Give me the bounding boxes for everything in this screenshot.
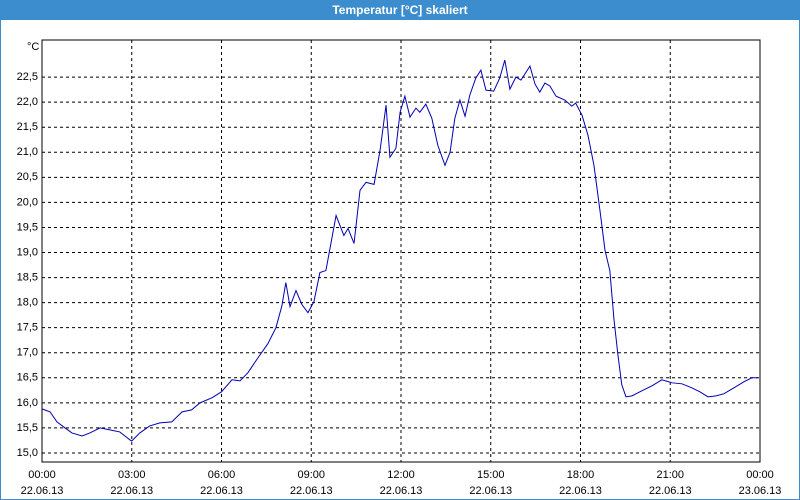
x-tick-label: 00:00 xyxy=(28,469,56,481)
y-tick-label: 16,5 xyxy=(17,372,38,384)
x-tick-date: 22.06.13 xyxy=(290,485,333,497)
y-unit: °C xyxy=(27,41,39,53)
x-tick-label: 15:00 xyxy=(477,469,505,481)
x-tick-date: 22.06.13 xyxy=(469,485,512,497)
y-tick-label: 19,0 xyxy=(17,246,38,258)
y-tick-label: 20,5 xyxy=(17,171,38,183)
x-tick-label: 00:00 xyxy=(746,469,774,481)
y-tick-label: 18,0 xyxy=(17,297,38,309)
x-tick-date: 22.06.13 xyxy=(21,485,64,497)
y-tick-label: 17,0 xyxy=(17,347,38,359)
x-tick-label: 18:00 xyxy=(567,469,595,481)
y-tick-label: 22,5 xyxy=(17,71,38,83)
x-tick-label: 21:00 xyxy=(656,469,684,481)
temperature-line xyxy=(41,59,758,442)
x-tick-date: 23.06.13 xyxy=(739,485,782,497)
x-tick-date: 22.06.13 xyxy=(110,485,153,497)
y-tick-label: 17,5 xyxy=(17,322,38,334)
x-tick-date: 22.06.13 xyxy=(200,485,243,497)
y-tick-label: 22,0 xyxy=(17,96,38,108)
x-tick-label: 12:00 xyxy=(387,469,415,481)
x-tick-date: 22.06.13 xyxy=(380,485,423,497)
y-tick-label: 15,0 xyxy=(17,447,38,459)
x-tick-date: 22.06.13 xyxy=(559,485,602,497)
y-tick-label: 21,5 xyxy=(17,121,38,133)
x-tick-label: 06:00 xyxy=(208,469,236,481)
window-title: Temperatur [°C] skaliert xyxy=(1,1,799,20)
x-tick-date: 22.06.13 xyxy=(649,485,692,497)
y-tick-label: 18,5 xyxy=(17,271,38,283)
y-tick-label: 21,0 xyxy=(17,146,38,158)
plot-border xyxy=(41,39,761,463)
y-tick-label: 19,5 xyxy=(17,221,38,233)
x-tick-label: 09:00 xyxy=(297,469,325,481)
y-tick-label: 16,0 xyxy=(17,397,38,409)
x-tick-label: 03:00 xyxy=(118,469,146,481)
y-tick-label: 20,0 xyxy=(17,196,38,208)
y-tick-label: 15,5 xyxy=(17,422,38,434)
